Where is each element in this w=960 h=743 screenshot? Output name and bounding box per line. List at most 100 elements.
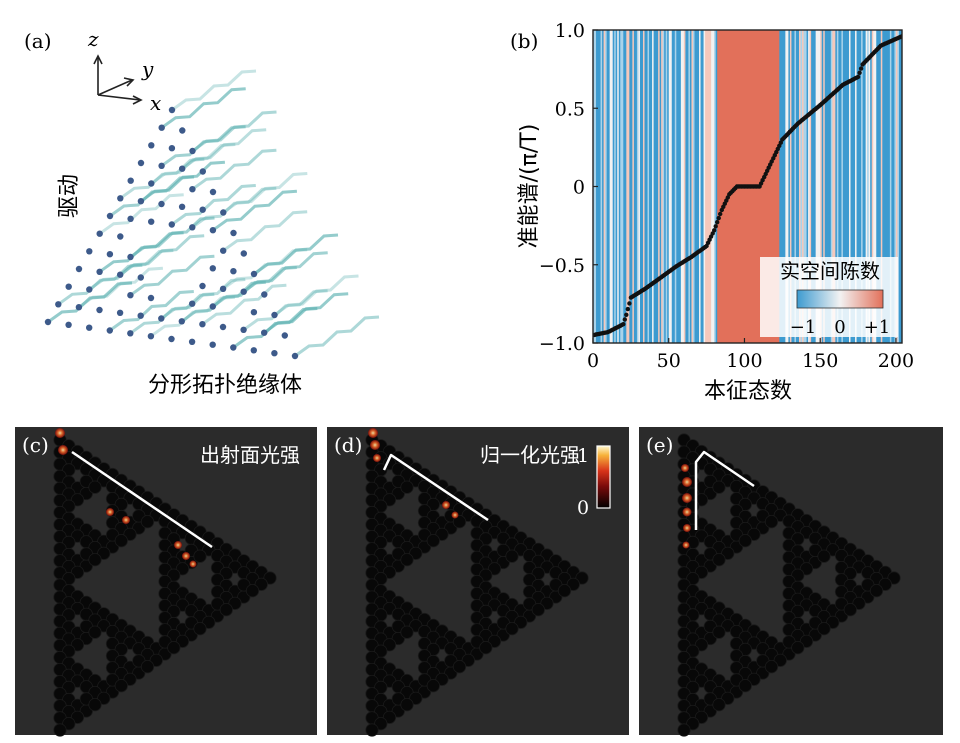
chern-stripe [871, 30, 874, 343]
chern-stripe [764, 30, 767, 343]
lattice-site [199, 321, 206, 328]
lattice-site [178, 203, 186, 210]
lattice-site [250, 270, 258, 278]
waveguide [109, 175, 195, 218]
chern-stripe [659, 30, 662, 343]
lattice-site [117, 195, 124, 202]
chern-stripe [791, 30, 794, 343]
chern-stripe [861, 30, 864, 343]
lattice-site [168, 221, 175, 228]
axes-gizmo [93, 54, 143, 105]
x-tick-label: 150 [802, 350, 838, 372]
chern-stripe [629, 30, 632, 343]
lattice-site [116, 309, 124, 316]
chern-stripe [898, 30, 901, 343]
lattice-site [106, 212, 114, 220]
waveguide [201, 283, 287, 326]
chern-stripe [792, 30, 795, 343]
chern-stripe [841, 30, 844, 343]
chern-stripe [823, 30, 826, 343]
quasienergy-point [858, 66, 864, 71]
panel-d: (d) 归一化光强 1 0 [327, 427, 629, 737]
lattice-site [140, 660, 155, 674]
chern-stripe [806, 30, 809, 343]
chern-stripe [853, 30, 856, 343]
lattice-site [106, 251, 114, 258]
chern-stripe [626, 30, 629, 343]
chern-stripe [638, 30, 641, 343]
chern-stripe [803, 30, 806, 343]
panel-c: (c) 出射面光强 [15, 427, 317, 737]
lattice-site [219, 285, 227, 292]
chern-stripe [606, 30, 609, 343]
chern-stripe [862, 30, 865, 343]
chern-stripe [844, 30, 847, 343]
intensity-colorbar-min: 0 [577, 497, 589, 519]
intensity-spot [370, 440, 380, 450]
lattice-site [764, 660, 779, 674]
panel-a-label: (a) [24, 29, 52, 53]
chern-stripe [644, 30, 647, 343]
y-tick-label: −0.5 [539, 255, 585, 277]
chern-stripe [891, 30, 894, 343]
lattice-site [230, 268, 237, 275]
lattice-site [114, 534, 128, 548]
quasienergy-points [593, 34, 902, 338]
lattice-site [178, 318, 185, 325]
intensity-spot [682, 507, 692, 517]
lattice-site [199, 282, 206, 290]
chern-stripe [602, 30, 604, 343]
lattice-site [137, 159, 145, 167]
chern-stripe [632, 30, 635, 343]
lattice-site [557, 584, 572, 598]
chern-stripe [647, 30, 650, 343]
chern-stripe [691, 30, 694, 343]
lattice-site [88, 698, 102, 712]
intensity-colorbar [596, 445, 611, 509]
chern-stripe [788, 30, 791, 343]
lattice-site [479, 641, 493, 655]
panel-d-title: 归一化光强 [480, 443, 580, 467]
axis-y-label: y [141, 57, 154, 81]
lattice-site [117, 271, 124, 278]
chern-stripe [795, 30, 798, 343]
lattice-site [127, 292, 134, 299]
chern-stripe [649, 30, 651, 343]
chern-stripe [620, 30, 623, 343]
chern-stripe [683, 30, 686, 343]
chern-stripe [617, 30, 620, 343]
panel-d-intensity-spots [368, 428, 459, 519]
chern-stripe [774, 30, 777, 343]
lattice-site [127, 215, 134, 222]
chern-stripe [679, 30, 682, 343]
chern-stripe [794, 30, 797, 343]
chern-stripe [830, 30, 833, 343]
lattice-site [189, 300, 196, 307]
y-tick-label: 1.0 [555, 20, 585, 42]
chern-stripe [615, 30, 618, 343]
lattice-site [193, 622, 207, 636]
chern-stripe [689, 30, 692, 343]
chern-stripe [858, 30, 860, 343]
waveguide [242, 289, 328, 332]
chern-stripe [868, 30, 871, 343]
lattice-site [505, 549, 519, 563]
chern-stripe [700, 30, 703, 343]
lattice-site [817, 549, 831, 563]
lattice-site [209, 265, 216, 272]
chern-stripe [805, 30, 807, 343]
chern-stripe [873, 30, 876, 343]
lattice-site [712, 553, 726, 567]
chern-stripe [732, 30, 735, 343]
axis-ticks: 0 50 100 150 200 −1.0 −0.5 0 0.5 1.0 [539, 20, 914, 372]
x-tick-label: 0 [587, 350, 599, 372]
panel-c-lattice [53, 433, 277, 737]
lattice-site [209, 303, 216, 310]
chern-stripe [671, 30, 674, 343]
lattice-site [88, 480, 102, 494]
chern-stripe [709, 30, 712, 343]
chern-stripe [627, 30, 630, 343]
chern-stripe [630, 30, 633, 343]
chern-stripe [652, 30, 654, 343]
lattice-site [168, 106, 176, 114]
